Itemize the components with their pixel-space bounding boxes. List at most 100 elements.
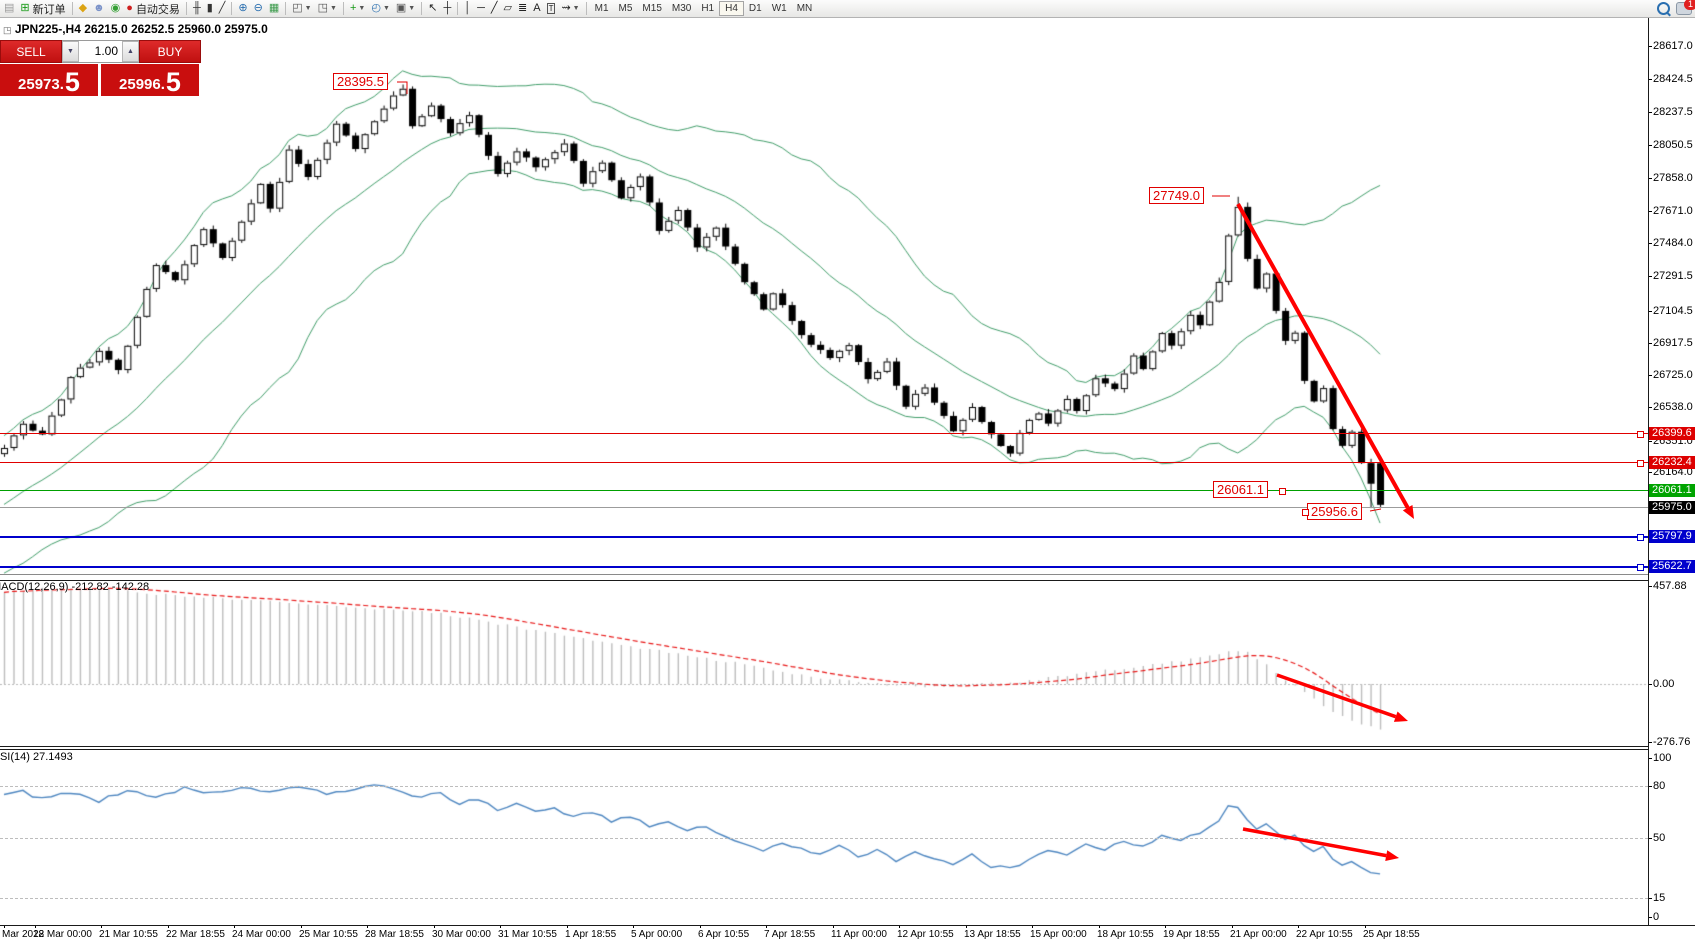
price-axis-tick (1648, 375, 1652, 376)
trendline-button[interactable]: ╱ (488, 1, 501, 16)
dropdown-caret-icon[interactable]: ▼ (304, 5, 312, 12)
timeframe-h4[interactable]: H4 (719, 1, 744, 16)
data-window-button[interactable]: ☻ (90, 1, 108, 16)
time-axis-tick (1232, 925, 1233, 928)
dropdown-caret-icon[interactable]: ▼ (330, 5, 337, 12)
time-axis-tick (700, 925, 701, 928)
price-axis-label: 27291.5 (1653, 270, 1693, 282)
arrows-button[interactable]: ⇝ ▼ (558, 1, 582, 16)
rsi-scale-label: 80 (1653, 780, 1666, 792)
period-button[interactable]: ◴ ▼ (368, 1, 393, 16)
clipped-button[interactable]: ▤ (1, 1, 17, 16)
toolbar-separator (585, 2, 587, 15)
toolbar-separator (71, 2, 73, 15)
timeframe-w1[interactable]: W1 (771, 3, 787, 14)
vertical-line-button[interactable]: │ (461, 1, 474, 16)
time-axis-tick (567, 925, 568, 928)
line-drag-handle[interactable] (1637, 534, 1644, 541)
timeframe-m30[interactable]: M30 (671, 3, 692, 14)
text-label-button[interactable]: T (544, 1, 559, 16)
line-chart-button[interactable]: ╱ (216, 1, 229, 16)
dropdown-caret-icon[interactable]: ▼ (382, 5, 390, 12)
timeframe-mn[interactable]: MN (796, 3, 813, 14)
chart-window-icon: ◳ (3, 25, 12, 35)
notifications-icon[interactable]: 1 (1676, 0, 1695, 15)
price-callout-label[interactable]: 28395.5 (333, 73, 388, 90)
timeframe-m1[interactable]: M1 (594, 3, 609, 14)
toolbar-separator (285, 2, 287, 15)
fibonacci-button[interactable]: ≣ (515, 1, 530, 16)
chart-title: ◳ JPN225-,H4 26215.0 26252.5 25960.0 259… (3, 22, 268, 36)
resistance-line-26399[interactable] (0, 433, 1648, 434)
sell-price[interactable]: 25973. 5 (0, 64, 98, 96)
template-button[interactable]: ▣ ▼ (393, 1, 418, 16)
sell-button[interactable]: SELL (0, 40, 62, 63)
time-axis-label: 21 Mar 10:55 (99, 929, 158, 940)
toolbar-separator (421, 2, 423, 15)
bar-chart-button[interactable]: ╫ (190, 1, 204, 16)
time-axis-tick (1032, 925, 1033, 928)
new-order-button[interactable]: ⊞ 新订单 (17, 1, 68, 16)
autotrading-button[interactable]: ● 自动交易 (123, 1, 183, 16)
volume-increase-button[interactable]: ▲ (122, 41, 139, 62)
add-indicator-button[interactable]: + ▼ (347, 1, 368, 16)
price-callout-label[interactable]: 26061.1 (1213, 481, 1268, 498)
quick-trade-button[interactable]: ◆ (76, 1, 90, 16)
macd-scale-label: 0.00 (1653, 678, 1675, 690)
search-icon[interactable] (1657, 2, 1670, 15)
price-axis-tick (1648, 211, 1652, 212)
support-line-26061[interactable] (0, 490, 1648, 491)
bid-price-line[interactable] (0, 507, 1648, 508)
zoom-out-button[interactable]: ⊖ (251, 1, 266, 16)
price-callout-label[interactable]: 25956.6 (1307, 503, 1362, 520)
price-axis-border[interactable] (1648, 18, 1649, 925)
dropdown-caret-icon[interactable]: ▼ (408, 5, 416, 12)
line-drag-handle[interactable] (1637, 460, 1644, 467)
rsi-level-line (0, 838, 1648, 839)
buy-price[interactable]: 25996. 5 (101, 64, 199, 96)
channel-icon: ▱ (503, 2, 512, 14)
time-axis-tick (234, 925, 235, 928)
timeframe-m5[interactable]: M5 (618, 3, 633, 14)
price-axis-badge: 25622.7 (1649, 559, 1695, 573)
toolbar-separator (342, 2, 344, 15)
new-chart-button[interactable]: ◰ ▼ (289, 1, 314, 16)
volume-value[interactable]: 1.00 (94, 44, 118, 58)
price-callout-label[interactable]: 27749.0 (1149, 187, 1204, 204)
buy-button[interactable]: BUY (139, 40, 201, 63)
dropdown-caret-icon[interactable]: ▼ (572, 5, 580, 12)
target-line-25797[interactable] (0, 536, 1648, 538)
line-drag-handle[interactable] (1637, 564, 1644, 571)
channel-button[interactable]: ▱ (501, 1, 515, 16)
time-axis-tick (1365, 925, 1366, 928)
timeframe-h1[interactable]: H1 (701, 3, 715, 14)
volume-decrease-button[interactable]: ▼ (62, 41, 79, 62)
timeframe-d1[interactable]: D1 (748, 3, 762, 14)
timeframe-m15[interactable]: M15 (642, 3, 662, 14)
line-drag-handle[interactable] (1637, 431, 1644, 438)
resistance-line-26232[interactable] (0, 462, 1648, 463)
line-drag-handle[interactable] (1279, 488, 1286, 495)
text-button[interactable]: A (530, 1, 543, 16)
cursor-button[interactable]: ↖ (425, 1, 440, 16)
time-axis-tick (1165, 925, 1166, 928)
dropdown-caret-icon[interactable]: ▼ (358, 5, 366, 12)
line-drag-handle[interactable] (1302, 509, 1309, 516)
rsi-panel-top-border[interactable] (0, 749, 1648, 750)
crosshair-button[interactable]: ┼ (440, 1, 454, 16)
profiles-button[interactable]: ◳ ▼ (315, 1, 340, 16)
zoom-in-button[interactable]: ⊕ (235, 1, 250, 16)
tile-windows-button[interactable]: ▦ (266, 1, 282, 16)
target-line-25622[interactable] (0, 566, 1648, 568)
chart-macd-splitter[interactable] (0, 574, 1648, 575)
buy-price-fraction: 5 (165, 67, 181, 97)
signals-button[interactable]: ◉ (108, 1, 124, 16)
macd-scale-tick (1648, 586, 1652, 587)
time-axis-tick (434, 925, 435, 928)
time-axis-label: 11 Apr 00:00 (831, 929, 887, 940)
time-axis-tick (1099, 925, 1100, 928)
horizontal-line-button[interactable]: ─ (474, 1, 488, 16)
candlestick-chart-button[interactable]: ▮ (204, 1, 216, 16)
price-axis-tick (1648, 178, 1652, 179)
